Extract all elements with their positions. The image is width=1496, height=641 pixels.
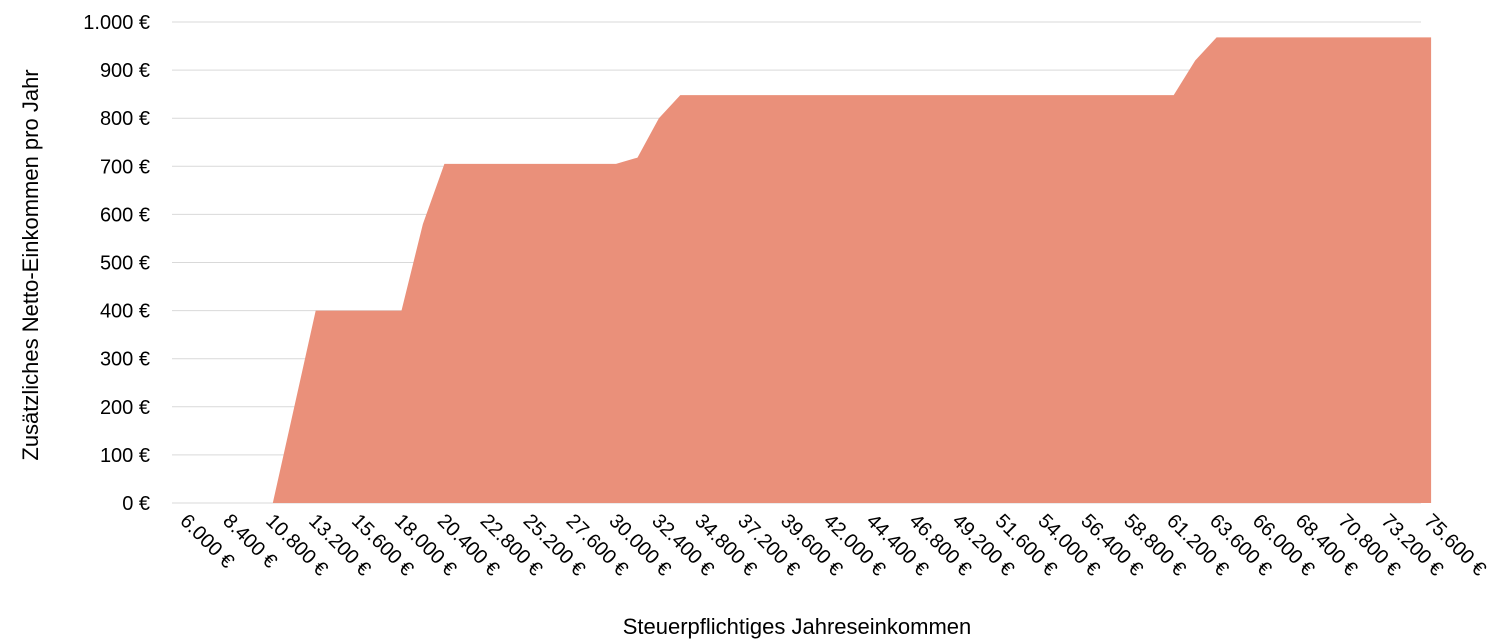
y-tick-label: 200 € bbox=[100, 397, 150, 419]
x-axis-title: Steuerpflichtiges Jahreseinkommen bbox=[623, 614, 972, 639]
y-tick-label: 300 € bbox=[100, 349, 150, 371]
y-tick-label: 1.000 € bbox=[83, 12, 150, 34]
area-fill-series-0 bbox=[272, 37, 1432, 504]
y-tick-label: 600 € bbox=[100, 204, 150, 226]
y-tick-label: 400 € bbox=[100, 301, 150, 323]
x-axis-ticks: 6.000 €8.400 €10.800 €13.200 €15.600 €18… bbox=[175, 510, 1490, 581]
y-axis-ticks: 0 € 100 € 200 € 300 € 400 € 500 € 600 € 700 € 80… bbox=[83, 12, 150, 515]
y-tick-label: 500 € bbox=[100, 253, 150, 275]
y-tick-label: 900 € bbox=[100, 60, 150, 82]
y-tick-label: 800 € bbox=[100, 108, 150, 130]
y-tick-label: 700 € bbox=[100, 156, 150, 178]
y-axis-title: Zusätzliches Netto-Einkommen pro Jahr bbox=[18, 69, 43, 460]
area-series bbox=[272, 37, 1432, 504]
y-tick-label: 100 € bbox=[100, 445, 150, 467]
y-tick-label: 0 € bbox=[122, 493, 150, 515]
